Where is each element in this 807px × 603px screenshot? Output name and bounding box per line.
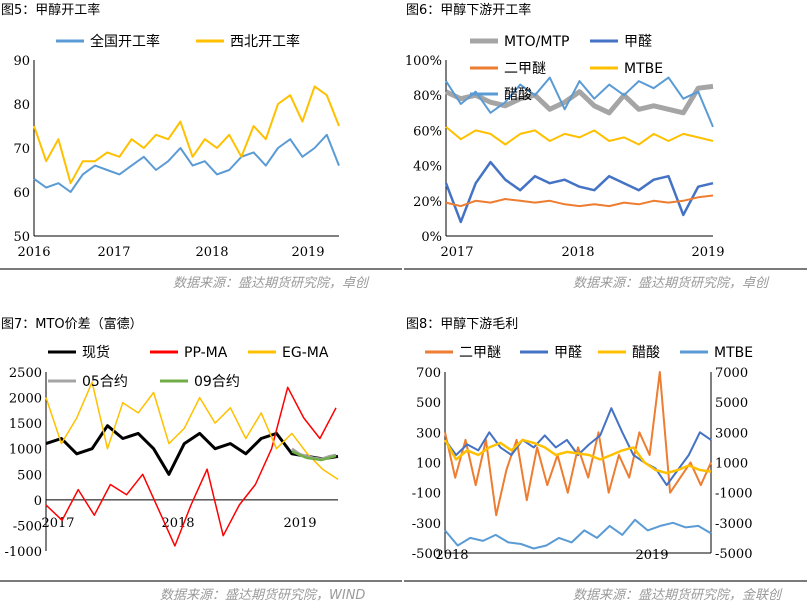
y-tick-label: -500	[412, 547, 441, 562]
chart6-source: 数据来源：盛达期货研究院，卓创	[573, 276, 769, 291]
series-line	[444, 160, 714, 224]
y2-tick-label: -3000	[715, 517, 752, 532]
legend-label: 西北开工率	[230, 33, 300, 50]
legend-label: MTBE	[624, 61, 663, 77]
y-tick-label: 50	[13, 230, 30, 245]
y-tick-label: -100	[412, 487, 441, 502]
y-tick-label: 90	[13, 54, 30, 69]
series-line	[444, 518, 712, 550]
series-line	[444, 371, 712, 517]
y-tick-label: 80	[13, 98, 30, 113]
y2-tick-label: -5000	[715, 547, 752, 562]
x-tick-label: 2016	[17, 245, 50, 260]
series-line	[291, 450, 337, 462]
y-tick-label: 60	[13, 186, 30, 201]
y-tick-label: 2500	[9, 366, 42, 381]
legend-label: MTO/MTP	[504, 34, 569, 50]
y2-tick-label: 1000	[715, 457, 748, 472]
separator-rule	[0, 268, 402, 270]
x-tick-label: 2019	[691, 245, 724, 260]
series-line	[33, 133, 340, 193]
chart7-source: 数据来源：盛达期货研究院，WIND	[160, 588, 366, 603]
legend-label: 全国开工率	[90, 33, 160, 50]
y-tick-label: 60%	[413, 124, 442, 139]
legend-label: 05合约	[82, 374, 128, 390]
y-tick-label: 40%	[413, 160, 442, 175]
x-tick-label: 2017	[41, 516, 74, 531]
y-tick-label: 80%	[413, 89, 442, 104]
x-tick-label: 2018	[195, 245, 228, 260]
legend-label: PP-MA	[184, 345, 228, 361]
x-tick-label: 2017	[440, 245, 473, 260]
y-tick-label: -500	[13, 519, 42, 534]
chart8-source: 数据来源：盛达期货研究院，金联创	[573, 588, 782, 603]
series-line	[444, 83, 714, 116]
series-line	[45, 381, 339, 481]
separator-rule	[404, 580, 807, 582]
y2-tick-label: 7000	[715, 366, 748, 381]
y-tick-label: -1000	[5, 545, 42, 560]
chart8-title: 图8：甲醇下游毛利	[406, 317, 519, 332]
legend-label: 09合约	[194, 374, 240, 390]
series-line	[445, 126, 714, 146]
series-line	[45, 424, 339, 476]
y-tick-label: 300	[416, 426, 441, 441]
x-tick-label: 2017	[97, 245, 130, 260]
series-line	[443, 438, 712, 475]
y-tick-label: 0%	[421, 230, 442, 245]
y2-tick-label: 3000	[715, 426, 748, 441]
y-tick-label: 500	[17, 468, 42, 483]
legend-label: MTBE	[714, 345, 753, 361]
legend-label: 甲醛	[624, 34, 652, 50]
y-tick-label: 100	[416, 457, 441, 472]
series-line	[33, 85, 340, 185]
y-tick-label: 20%	[413, 195, 442, 210]
y-tick-label: 500	[416, 396, 441, 411]
legend-label: EG-MA	[282, 345, 329, 361]
y-tick-label: 1000	[9, 443, 42, 458]
separator-rule	[0, 580, 402, 582]
y-tick-label: 100%	[405, 54, 442, 69]
legend-label: 现货	[82, 344, 110, 361]
y2-tick-label: -1000	[715, 487, 752, 502]
series-line	[445, 76, 714, 128]
legend-label: 二甲醚	[459, 345, 501, 361]
series-line	[45, 386, 337, 547]
y-tick-label: 1500	[9, 417, 42, 432]
x-tick-label: 2019	[283, 516, 316, 531]
legend-label: 二甲醚	[504, 61, 546, 77]
legend-label: 醋酸	[632, 345, 660, 361]
x-tick-label: 2018	[435, 548, 468, 563]
series-line	[445, 194, 714, 208]
y-tick-label: 700	[416, 366, 441, 381]
y-tick-label: 0	[34, 494, 42, 509]
chart6-title: 图6：甲醇下游开工率	[406, 3, 532, 18]
y-tick-label: 70	[13, 142, 30, 157]
series-line	[444, 407, 712, 487]
y-tick-label: 2000	[9, 392, 42, 407]
legend-label: 甲醛	[554, 345, 582, 361]
x-tick-label: 2018	[561, 245, 594, 260]
chart5-title: 图5：甲醇开工率	[1, 3, 101, 18]
y2-tick-label: 5000	[715, 396, 748, 411]
separator-rule	[404, 268, 807, 270]
x-tick-label: 2018	[161, 516, 194, 531]
legend-label: 醋酸	[504, 87, 532, 103]
chart7-title: 图7：MTO价差（富德）	[1, 317, 143, 332]
y-tick-label: -300	[412, 517, 441, 532]
x-tick-label: 2019	[291, 245, 324, 260]
x-tick-label: 2019	[635, 548, 668, 563]
chart5-source: 数据来源：盛达期货研究院，卓创	[173, 276, 369, 291]
